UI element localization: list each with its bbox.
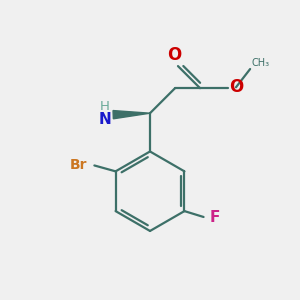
Text: H: H xyxy=(100,100,110,113)
Text: Br: Br xyxy=(70,158,88,172)
Text: F: F xyxy=(209,210,220,225)
Text: O: O xyxy=(229,78,244,96)
Text: N: N xyxy=(99,112,111,127)
Text: O: O xyxy=(167,46,182,64)
Text: CH₃: CH₃ xyxy=(252,58,270,68)
Polygon shape xyxy=(113,110,150,119)
